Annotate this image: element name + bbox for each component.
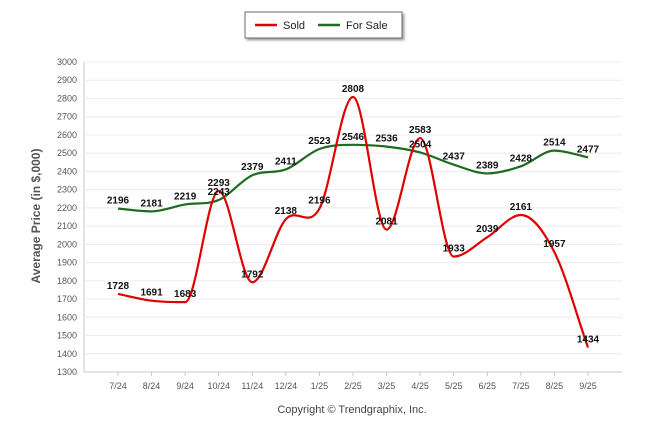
data-label-sold: 2196 <box>308 196 331 207</box>
data-label-sold: 2583 <box>409 125 432 136</box>
x-tick-label: 9/25 <box>579 381 597 391</box>
x-tick-label: 8/24 <box>143 381 161 391</box>
data-label-sold: 2039 <box>476 224 499 235</box>
data-label-sold: 2081 <box>375 217 398 228</box>
x-tick-label: 9/24 <box>176 381 194 391</box>
x-tick-label: 12/24 <box>275 381 298 391</box>
data-label-sold: 1792 <box>241 269 264 280</box>
y-tick-label: 3000 <box>57 57 77 67</box>
copyright-text: Copyright © Trendgraphix, Inc. <box>277 404 426 416</box>
data-label-for-sale: 2514 <box>543 138 566 149</box>
y-tick-label: 1900 <box>57 258 77 268</box>
x-tick-label: 6/25 <box>479 381 497 391</box>
data-label-for-sale: 2196 <box>107 196 130 207</box>
data-label-for-sale: 2243 <box>208 187 231 198</box>
y-tick-label: 1400 <box>57 349 77 359</box>
y-tick-label: 2600 <box>57 130 77 140</box>
data-label-sold: 1691 <box>140 288 163 299</box>
data-label-sold: 2293 <box>208 178 231 189</box>
series-line-for-sale <box>117 143 589 213</box>
data-label-for-sale: 2504 <box>409 139 432 150</box>
y-tick-label: 2300 <box>57 185 77 195</box>
data-label-for-sale: 2428 <box>510 153 533 164</box>
data-label-for-sale: 2437 <box>443 152 466 163</box>
x-tick-label: 7/25 <box>512 381 530 391</box>
series-line-sold <box>117 95 590 348</box>
x-tick-label: 7/24 <box>109 381 127 391</box>
x-tick-label: 5/25 <box>445 381 463 391</box>
legend[interactable]: Sold For Sale <box>244 11 403 39</box>
x-tick-label: 1/25 <box>311 381 329 391</box>
y-tick-label: 1800 <box>57 276 77 286</box>
data-label-for-sale: 2411 <box>275 156 297 167</box>
data-label-for-sale: 2536 <box>375 134 398 145</box>
y-tick-label: 1500 <box>57 331 77 341</box>
x-axis-ticks: 7/24 8/24 9/24 10/24 11/24 12/24 1/25 2/25 3/25 4… <box>109 372 597 391</box>
legend-label-sold: Sold <box>283 20 305 32</box>
legend-label-for-sale: For Sale <box>346 20 388 32</box>
x-tick-label: 3/25 <box>378 381 396 391</box>
data-label-for-sale: 2181 <box>140 198 163 209</box>
data-label-sold: 2138 <box>275 206 298 217</box>
y-tick-label: 2100 <box>57 221 77 231</box>
y-axis-ticks: 1300 1400 1500 1600 1700 1800 1900 2000 2100 2200… <box>57 57 77 377</box>
y-tick-label: 2800 <box>57 93 77 103</box>
data-label-sold: 1933 <box>443 244 466 255</box>
data-label-sold: 2808 <box>342 84 365 95</box>
y-tick-label: 2700 <box>57 112 77 122</box>
y-tick-label: 2000 <box>57 239 77 249</box>
data-label-for-sale: 2546 <box>342 132 365 143</box>
y-axis-label: Average Price (in $,000) <box>29 149 43 284</box>
series-group <box>117 95 590 348</box>
x-tick-label: 2/25 <box>344 381 362 391</box>
x-tick-label: 4/25 <box>411 381 429 391</box>
data-label-sold: 1957 <box>543 239 566 250</box>
data-label-for-sale: 2523 <box>308 136 331 147</box>
data-label-for-sale: 2477 <box>577 144 600 155</box>
x-tick-label: 10/24 <box>207 381 230 391</box>
y-tick-label: 1300 <box>57 367 77 377</box>
data-label-sold: 1683 <box>174 289 197 300</box>
y-tick-label: 1600 <box>57 312 77 322</box>
data-label-for-sale: 2219 <box>174 191 197 202</box>
x-tick-label: 11/24 <box>241 381 263 391</box>
grid-lines <box>83 61 622 373</box>
data-label-sold: 1434 <box>577 335 600 346</box>
data-labels: 2196 2181 2219 2243 2379 2411 2523 2546 2536 2504… <box>107 84 600 346</box>
data-label-for-sale: 2389 <box>476 160 499 171</box>
y-tick-label: 2400 <box>57 166 77 176</box>
y-tick-label: 2200 <box>57 203 77 213</box>
y-tick-label: 2900 <box>57 75 77 85</box>
y-tick-label: 1700 <box>57 294 77 304</box>
data-label-for-sale: 2379 <box>241 162 264 173</box>
data-label-sold: 1728 <box>107 281 130 292</box>
data-label-sold: 2161 <box>510 202 533 213</box>
x-tick-label: 8/25 <box>546 381 564 391</box>
y-tick-label: 2500 <box>57 148 77 158</box>
